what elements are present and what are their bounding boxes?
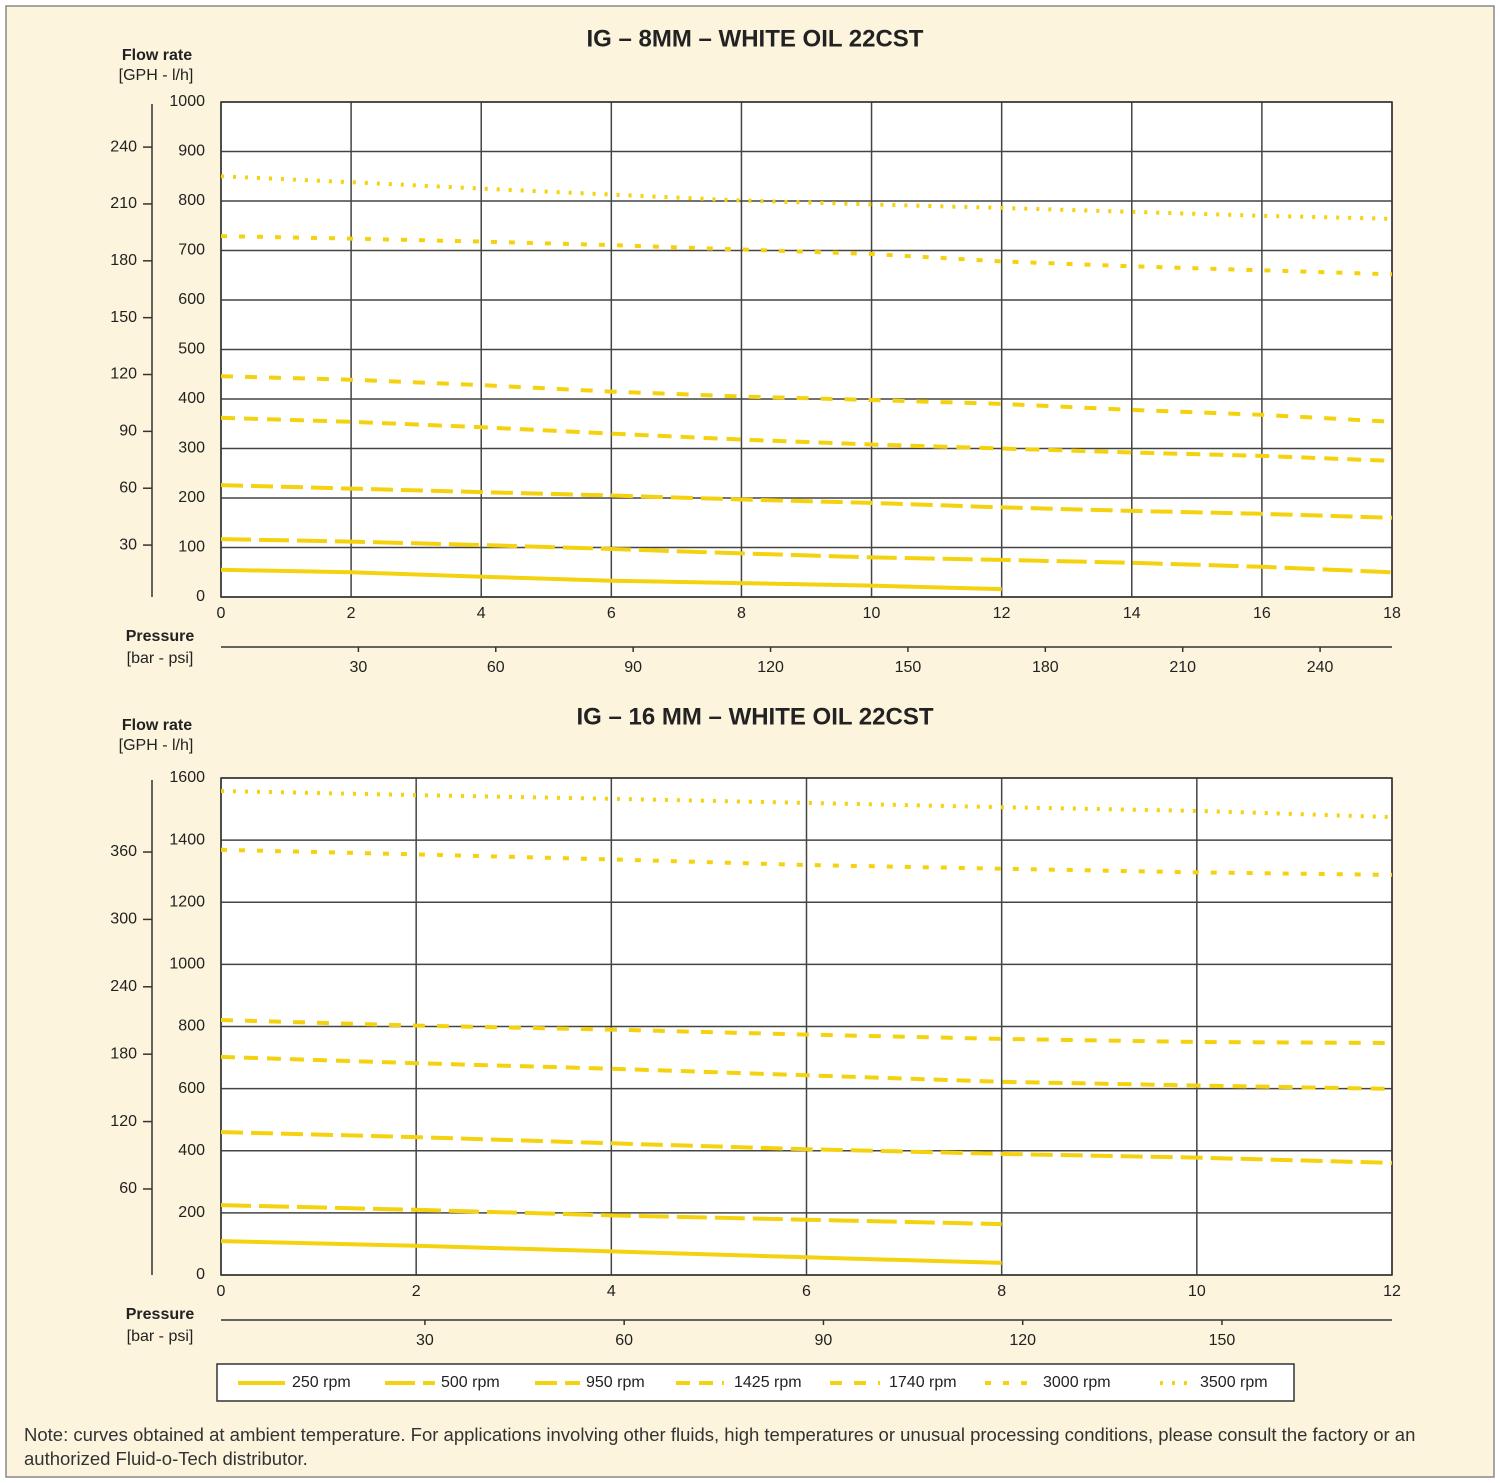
series-line [220,483,1393,520]
legend-label: 1740 rpm [889,1374,957,1391]
x2-tick-label: 240 [1307,659,1334,676]
legend-label: 250 rpm [292,1374,351,1391]
x-tick-label: 14 [1123,605,1141,622]
y-tick-label: 200 [178,1204,205,1221]
series-line [220,1130,1393,1165]
y2-tick-label: 240 [110,978,137,995]
y2-tick-label: 90 [119,423,137,440]
x-axis-label: Pressure [126,628,195,645]
x-tick-label: 12 [993,605,1011,622]
series-line [220,415,1393,463]
y-tick-label: 1600 [169,769,205,786]
x-tick-label: 2 [412,1283,421,1300]
x-tick-label: 8 [737,605,746,622]
x-tick-label: 0 [217,1283,226,1300]
y-tick-label: 0 [196,588,205,605]
plot-border [220,101,1393,598]
y2-tick-label: 210 [110,195,137,212]
x2-tick-label: 210 [1169,659,1196,676]
x-tick-label: 16 [1253,605,1271,622]
y-tick-label: 500 [178,341,205,358]
y-tick-label: 1000 [169,956,205,973]
y-tick-label: 700 [178,242,205,259]
y2-tick-label: 300 [110,911,137,928]
x-tick-label: 18 [1383,605,1401,622]
series-line [220,537,1393,575]
x2-tick-label: 90 [624,659,642,676]
x2-tick-label: 30 [416,1332,434,1349]
x2-tick-label: 150 [1209,1332,1236,1349]
y-axis-label: Flow rate [122,717,192,734]
y-tick-label: 1000 [169,93,205,110]
x2-tick-label: 120 [757,659,784,676]
x-tick-label: 10 [863,605,881,622]
y2-tick-label: 60 [119,479,137,496]
y-tick-label: 0 [196,1266,205,1283]
series-line [220,374,1393,424]
y2-tick-label: 120 [110,1113,137,1130]
series-line [220,234,1393,277]
y2-tick-label: 60 [119,1180,137,1197]
x-tick-label: 4 [477,605,486,622]
x-tick-label: 4 [607,1283,616,1300]
y-axis-unit: [GPH - l/h] [119,67,194,84]
x-axis-label: Pressure [126,1306,195,1323]
series-line [220,847,1393,877]
x2-tick-label: 30 [349,659,367,676]
legend-label: 950 rpm [586,1374,645,1391]
y-tick-label: 800 [178,192,205,209]
series-line [220,1018,1393,1045]
x-tick-label: 8 [997,1283,1006,1300]
x2-tick-label: 180 [1032,659,1059,676]
x-axis-unit: [bar - psi] [127,1328,194,1345]
x-tick-label: 0 [217,605,226,622]
x2-tick-label: 60 [615,1332,633,1349]
series-line [220,1239,1002,1265]
y-axis-unit: [GPH - l/h] [119,737,194,754]
y-tick-label: 200 [178,489,205,506]
chart-title: IG – 8MM – WHITE OIL 22CST [587,25,924,52]
y2-tick-label: 120 [110,366,137,383]
x2-tick-label: 120 [1009,1332,1036,1349]
y2-tick-label: 180 [110,1045,137,1062]
series-line [220,1203,1002,1227]
y-tick-label: 900 [178,143,205,160]
y-tick-label: 1200 [169,893,205,910]
x2-tick-label: 60 [487,659,505,676]
y-tick-label: 100 [178,539,205,556]
x-axis-unit: [bar - psi] [127,650,194,667]
x-tick-label: 10 [1188,1283,1206,1300]
y-tick-label: 400 [178,1142,205,1159]
y-tick-label: 300 [178,440,205,457]
legend-label: 500 rpm [441,1374,500,1391]
y-tick-label: 1400 [169,831,205,848]
legend-label: 1425 rpm [734,1374,802,1391]
y-tick-label: 400 [178,390,205,407]
x-tick-label: 6 [802,1283,811,1300]
x-tick-label: 2 [347,605,356,622]
plot-border [220,777,1393,1276]
x-tick-label: 6 [607,605,616,622]
y-axis-label: Flow rate [122,47,192,64]
series-line [220,567,1002,592]
y2-tick-label: 240 [110,138,137,155]
legend-label: 3500 rpm [1200,1374,1268,1391]
y2-tick-label: 360 [110,843,137,860]
y-tick-label: 600 [178,1080,205,1097]
series-line [220,1054,1393,1091]
chart-title: IG – 16 MM – WHITE OIL 22CST [577,703,934,730]
note: Note: curves obtained at ambient tempera… [24,1424,1416,1469]
y2-tick-label: 30 [119,536,137,553]
x2-tick-label: 150 [895,659,922,676]
legend-label: 3000 rpm [1043,1374,1111,1391]
y2-tick-label: 180 [110,252,137,269]
x-tick-label: 12 [1383,1283,1401,1300]
y2-tick-label: 150 [110,309,137,326]
y-tick-label: 800 [178,1018,205,1035]
y-tick-label: 600 [178,291,205,308]
x2-tick-label: 90 [815,1332,833,1349]
